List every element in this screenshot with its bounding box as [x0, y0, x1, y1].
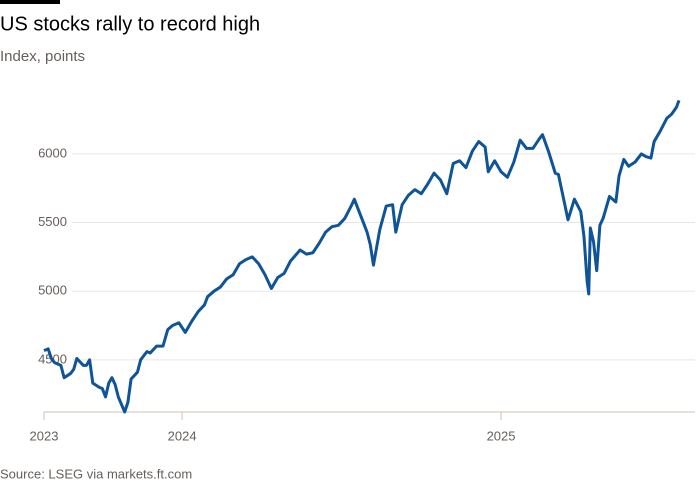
y-tick-label: 6000: [38, 145, 67, 160]
x-tick-label: 2024: [168, 428, 197, 443]
x-tick-label: 2025: [487, 428, 516, 443]
price-line: [43, 99, 681, 414]
chart-title: US stocks rally to record high: [0, 13, 260, 35]
chart-subtitle: Index, points: [0, 48, 85, 65]
y-tick-label: 5000: [38, 283, 67, 298]
y-tick-label: 5500: [38, 214, 67, 229]
source: Source: LSEG via markets.ft.com: [0, 466, 192, 481]
x-tick-label: 2023: [30, 428, 59, 443]
brand-bar: [0, 0, 60, 4]
